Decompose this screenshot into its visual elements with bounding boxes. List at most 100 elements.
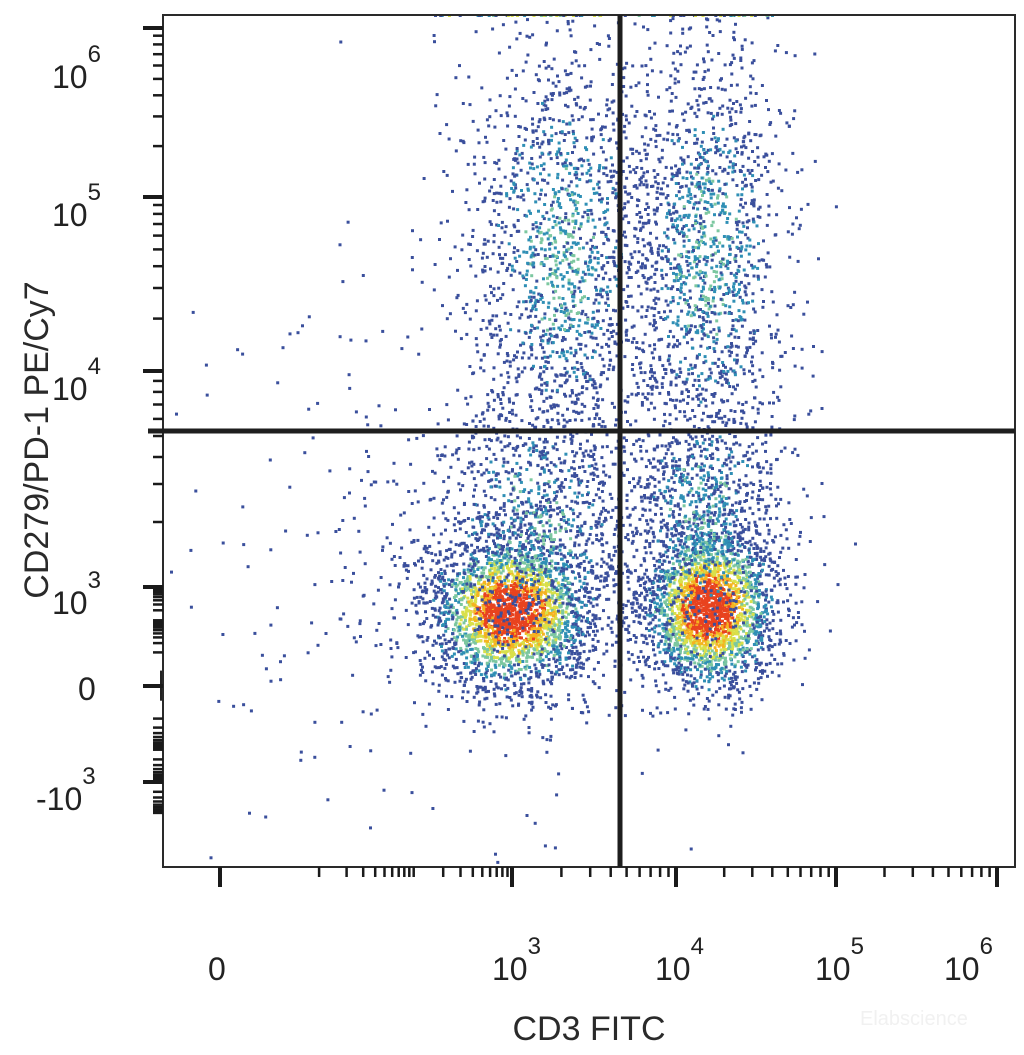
event-dot — [491, 651, 494, 655]
event-dot — [535, 671, 538, 675]
event-dot — [488, 568, 492, 572]
event-dot — [607, 555, 611, 559]
event-dot — [503, 672, 507, 676]
event-dot — [476, 658, 480, 662]
event-dot — [720, 546, 724, 550]
event-dot — [498, 650, 502, 654]
event-dot — [490, 616, 494, 620]
event-dot — [749, 600, 753, 604]
event-dot — [500, 521, 504, 525]
event-dot — [551, 593, 555, 597]
event-dot — [666, 604, 669, 608]
event-dot — [485, 661, 489, 665]
event-dot — [518, 535, 522, 538]
event-dot — [696, 527, 700, 531]
event-dot — [697, 692, 701, 696]
event-dot — [668, 573, 672, 576]
event-dot — [749, 580, 753, 584]
event-dot — [547, 643, 551, 647]
event-dot — [705, 533, 709, 537]
event-dot — [679, 628, 683, 632]
event-dot — [729, 597, 733, 601]
event-dot — [627, 587, 631, 591]
event-dot — [562, 567, 566, 571]
event-dot — [681, 607, 685, 611]
event-dot — [466, 690, 470, 694]
event-dot — [715, 631, 719, 635]
event-dot — [709, 633, 712, 637]
event-dot — [493, 663, 497, 667]
event-dot — [564, 635, 568, 639]
event-dot — [662, 626, 666, 630]
event-dot — [546, 617, 550, 621]
event-dot — [672, 594, 676, 598]
event-dot — [502, 608, 506, 612]
event-dot — [511, 609, 514, 613]
event-dot — [662, 579, 666, 583]
event-dot — [500, 595, 504, 599]
event-dot — [452, 652, 456, 656]
event-dot — [469, 671, 473, 675]
event-dot — [701, 571, 705, 575]
event-dot — [680, 531, 684, 535]
event-dot — [655, 593, 659, 597]
event-dot — [626, 650, 630, 654]
event-dot — [744, 669, 748, 673]
event-dot — [673, 641, 677, 645]
event-dot — [816, 600, 820, 604]
event-dot — [745, 647, 749, 651]
event-dot — [558, 637, 562, 641]
event-dot — [560, 589, 564, 593]
event-dot — [513, 692, 517, 696]
event-dot — [581, 693, 585, 697]
event-dot — [741, 537, 745, 541]
event-dot — [504, 677, 508, 681]
event-dot — [665, 592, 669, 596]
event-dot — [730, 602, 734, 606]
event-dot — [550, 596, 554, 600]
event-dot — [475, 503, 479, 507]
event-dot — [490, 567, 493, 571]
event-dot — [674, 548, 678, 552]
event-dot — [523, 548, 527, 552]
event-dot — [436, 576, 440, 580]
event-dot — [773, 643, 777, 647]
event-dot — [745, 608, 748, 612]
event-dot — [794, 639, 798, 643]
event-dot — [759, 631, 763, 635]
event-dot — [684, 576, 688, 580]
event-dot — [547, 663, 551, 667]
event-dot — [758, 592, 762, 596]
event-dot — [699, 604, 703, 608]
event-dot — [523, 639, 526, 642]
event-dot — [756, 575, 760, 579]
event-dot — [685, 668, 689, 672]
event-dot — [613, 664, 617, 668]
event-dot — [765, 541, 769, 545]
event-dot — [521, 561, 525, 565]
event-dot — [739, 706, 743, 710]
event-dot — [681, 566, 685, 570]
event-dot — [787, 546, 791, 550]
event-dot — [473, 610, 477, 613]
event-dot — [524, 585, 528, 589]
event-dot — [461, 552, 465, 556]
event-dot — [675, 559, 679, 563]
event-dot — [688, 558, 692, 562]
event-dot — [504, 513, 507, 517]
event-dot — [662, 648, 666, 652]
event-dot — [727, 608, 731, 612]
event-dot — [529, 573, 533, 577]
event-dot — [698, 555, 702, 559]
event-dot — [690, 636, 694, 640]
event-dot — [518, 526, 522, 530]
event-dot — [473, 652, 477, 656]
event-dot — [488, 643, 492, 647]
event-dot — [715, 594, 719, 598]
event-dot — [483, 566, 487, 570]
event-dot — [526, 630, 530, 634]
event-dot — [545, 600, 549, 604]
event-dot — [635, 601, 639, 605]
event-dot — [757, 580, 761, 584]
